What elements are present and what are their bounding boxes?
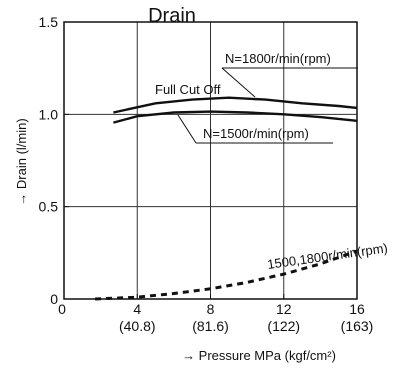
y-tick-label-1: 0.5 (39, 199, 59, 215)
x-tick-label-2: 8 (207, 301, 215, 317)
y-axis-label: → Drain (l/min) (14, 118, 29, 205)
chart-title: Drain (148, 5, 196, 27)
annotation-layer: Full Cut Off N=1800r/min(rpm) N=1500r/mi… (155, 51, 389, 272)
x-tick-label-4: 16 (349, 301, 365, 317)
annotation-n1800: N=1800r/min(rpm) (225, 51, 331, 66)
tick-layer: 0 4(40.8) 8(81.6) 12(122) 16(163) 0 0.5 1.0 1.5 (39, 14, 374, 334)
y-tick-label-0: 0 (50, 291, 58, 307)
y-tick-label-3: 1.5 (39, 14, 59, 30)
x-tick-sublabel-3: (122) (267, 318, 300, 334)
leader-n1500-pointer (177, 114, 197, 144)
x-tick-sublabel-4: (163) (341, 318, 374, 334)
series-line-0 (113, 96, 358, 114)
annotation-full-cut-off: Full Cut Off (155, 82, 221, 97)
x-tick-label-0: 0 (58, 301, 66, 317)
y-tick-label-2: 1.0 (39, 106, 59, 122)
x-axis-label: → Pressure MPa (kgf/cm²) (182, 348, 336, 363)
x-tick-label-3: 12 (276, 301, 292, 317)
x-tick-sublabel-1: (40.8) (119, 318, 156, 334)
series-layer (95, 96, 358, 301)
x-tick-label-1: 4 (133, 301, 141, 317)
annotation-dashed-series: 1500,1800r/min(rpm) (266, 240, 388, 272)
series-line-2 (95, 249, 358, 301)
leader-lines (177, 67, 358, 144)
x-tick-sublabel-2: (81.6) (192, 318, 229, 334)
series-line-1 (113, 110, 358, 124)
leader-n1800-pointer (221, 67, 256, 98)
annotation-n1500: N=1500r/min(rpm) (203, 126, 309, 141)
